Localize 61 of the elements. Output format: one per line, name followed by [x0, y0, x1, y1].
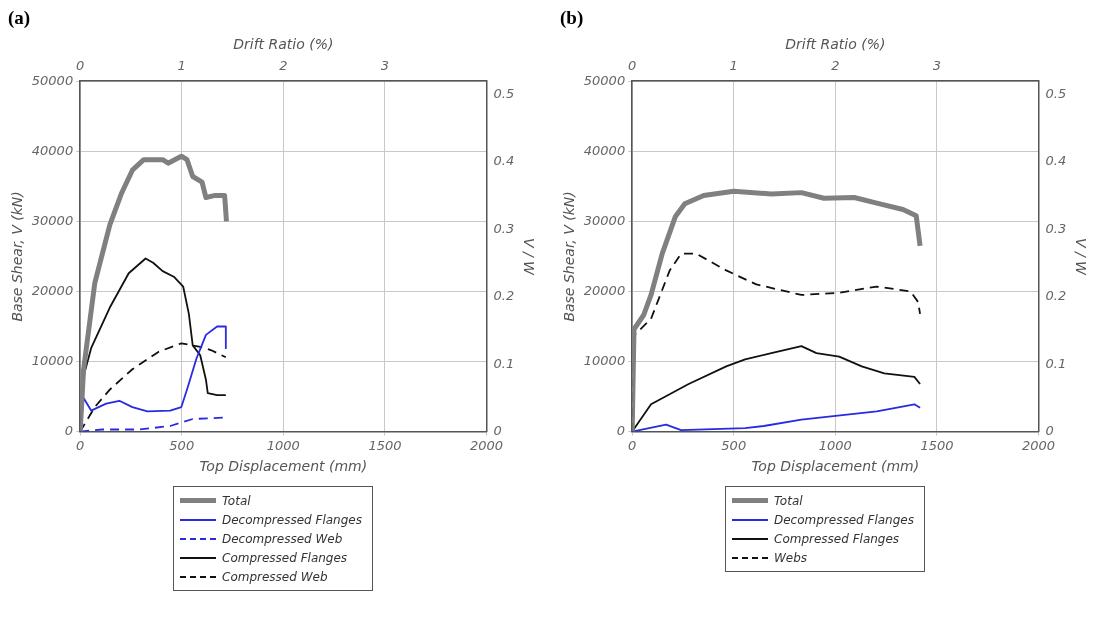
x2-tick-label: 1 — [729, 57, 738, 73]
y2-tick-label: 0.3 — [1045, 220, 1067, 236]
x-tick-label: 0 — [76, 437, 85, 453]
x-axis-title: Top Displacement (mm) — [751, 458, 920, 475]
y-tick-label: 50000 — [31, 72, 74, 88]
y2-tick-label: 0.3 — [493, 220, 515, 236]
y-axis-title: Base Shear, V (kN) — [9, 191, 26, 322]
x2-tick-label: 3 — [932, 57, 942, 73]
x-axis-title: Top Displacement (mm) — [199, 458, 368, 475]
x-tick-label: 500 — [721, 437, 747, 453]
y2-tick-label: 0.5 — [1045, 86, 1067, 102]
legend-label: Compressed Flanges — [222, 550, 348, 565]
legend-label: Total — [222, 493, 251, 508]
y-tick-label: 10000 — [583, 352, 626, 368]
x-tick-label: 1000 — [818, 437, 852, 453]
x-tick-label: 0 — [628, 437, 637, 453]
y-tick-label: 40000 — [31, 142, 74, 158]
x2-tick-label: 3 — [380, 57, 390, 73]
legend-label: Webs — [774, 550, 808, 565]
y2-tick-label: 0 — [1045, 422, 1054, 438]
x2-tick-label: 0 — [628, 57, 637, 73]
legend-label: Compressed Flanges — [774, 531, 900, 546]
y-tick-label: 50000 — [583, 72, 626, 88]
y-tick-label: 30000 — [583, 212, 626, 228]
y2-axis-title: V / W — [1072, 237, 1089, 277]
y2-tick-label: 0.4 — [1045, 153, 1067, 169]
y2-tick-label: 0.2 — [1045, 288, 1067, 304]
x-tick-label: 2000 — [469, 437, 504, 453]
x-tick-label: 2000 — [1021, 437, 1056, 453]
x2-axis-title: Drift Ratio (%) — [233, 35, 334, 52]
x2-tick-label: 1 — [177, 57, 186, 73]
x-tick-label: 500 — [169, 437, 195, 453]
y-tick-label: 10000 — [31, 352, 74, 368]
legend-label: Decompressed Flanges — [222, 512, 362, 527]
y2-tick-label: 0.5 — [493, 86, 515, 102]
x2-tick-label: 2 — [279, 57, 288, 73]
x2-axis-title: Drift Ratio (%) — [785, 35, 886, 52]
y2-axis-title: V / W — [520, 237, 537, 277]
chart-title: (a) — [8, 7, 31, 30]
y-tick-label: 40000 — [583, 142, 626, 158]
legend-label: Decompressed Web — [222, 531, 343, 546]
x-tick-label: 1500 — [920, 437, 954, 453]
y2-tick-label: 0.2 — [493, 288, 515, 304]
y-axis-title: Base Shear, V (kN) — [561, 191, 578, 322]
y2-tick-label: 0.1 — [1045, 355, 1067, 371]
x-tick-label: 1500 — [368, 437, 402, 453]
y-tick-label: 0 — [64, 422, 74, 438]
legend-label: Total — [774, 493, 803, 508]
x2-tick-label: 2 — [831, 57, 840, 73]
y-tick-label: 0 — [616, 422, 626, 438]
y-tick-label: 20000 — [583, 282, 626, 298]
x2-tick-label: 0 — [76, 57, 85, 73]
y-tick-label: 20000 — [31, 282, 74, 298]
legend-label: Decompressed Flanges — [774, 512, 914, 527]
y2-tick-label: 0 — [493, 422, 502, 438]
legend-label: Compressed Web — [222, 569, 328, 584]
chart-title: (b) — [560, 7, 584, 30]
y2-tick-label: 0.1 — [493, 355, 515, 371]
y2-tick-label: 0.4 — [493, 153, 515, 169]
y-tick-label: 30000 — [31, 212, 74, 228]
x-tick-label: 1000 — [266, 437, 300, 453]
